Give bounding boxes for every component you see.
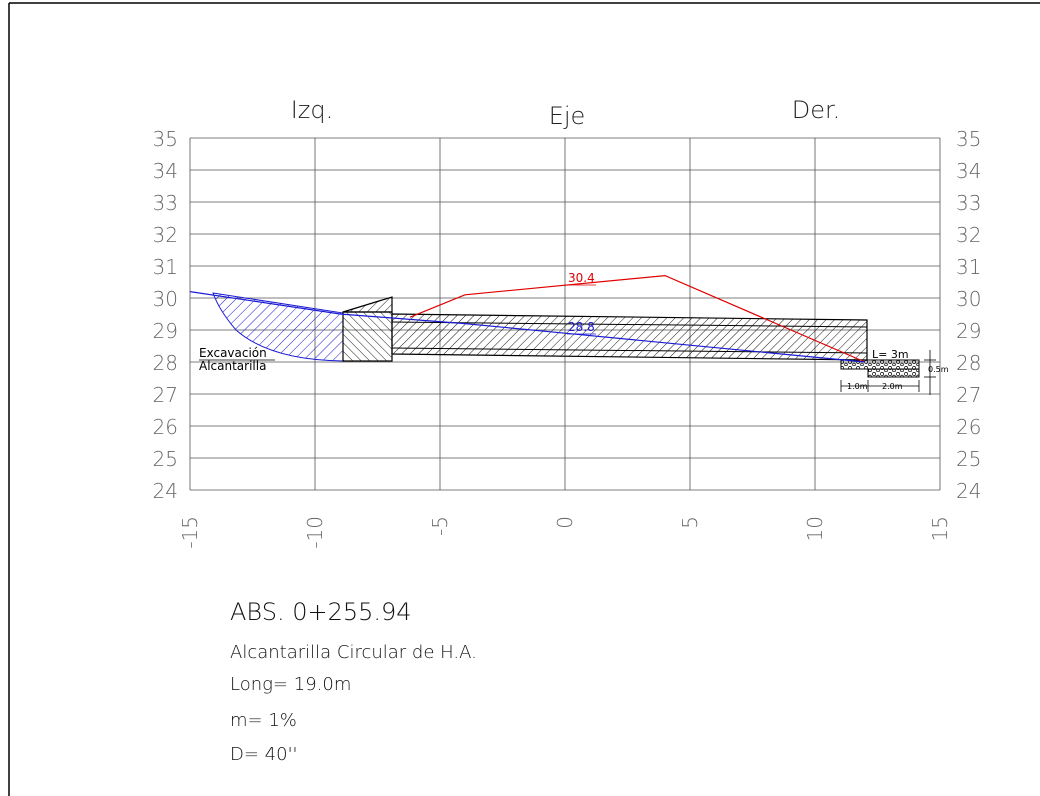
page-frame [8,2,1040,796]
header-left: Izq. [291,96,334,124]
dim-3-label: 0.5m [928,365,949,374]
x-tick-label: -5 [428,516,452,536]
y-tick-label-right: 27 [956,383,981,407]
y-tick-label-left: 28 [153,351,178,375]
length-info: Long= 19.0m [230,674,351,695]
dim-2-label: 2.0m [882,382,903,391]
y-axis-right: 35 34 33 32 31 30 29 28 27 26 25 24 [956,127,981,503]
x-tick-label: -15 [178,516,202,549]
diameter-info: D= 40'' [230,744,297,765]
y-tick-label-left: 35 [153,127,178,151]
x-tick-label: 5 [678,516,702,529]
grid [189,137,941,491]
y-tick-label-right: 31 [956,255,981,279]
red-terrain-line [409,274,866,363]
y-tick-label-right: 33 [956,191,981,215]
blue-terrain-line [189,291,866,363]
dim-1-label: 1.0m [847,382,868,391]
length-label: L= 3m [872,348,909,361]
dimension-marks [840,350,936,395]
y-tick-label-left: 26 [153,415,178,439]
y-tick-label-left: 24 [153,479,178,503]
x-tick-label: 10 [803,516,827,541]
y-tick-label-left: 30 [153,287,178,311]
y-axis-left: 35 34 33 32 31 30 29 28 27 26 25 24 [153,127,178,503]
terrain-lines [189,274,866,363]
y-tick-label-right: 28 [956,351,981,375]
y-tick-label-left: 29 [153,319,178,343]
y-tick-label-right: 32 [956,223,981,247]
x-axis: -15 -10 -5 0 5 10 15 [178,516,952,549]
y-tick-label-right: 30 [956,287,981,311]
excavation-label: Excavación [199,346,267,360]
y-tick-label-left: 31 [153,255,178,279]
left-headwall [342,296,393,362]
y-tick-label-left: 32 [153,223,178,247]
y-tick-label-left: 34 [153,159,178,183]
y-tick-label-left: 25 [153,447,178,471]
culvert-pipe [391,313,868,361]
header-right: Der. [792,96,841,124]
y-tick-label-right: 35 [956,127,981,151]
y-tick-label-right: 24 [956,479,981,503]
abs-label: ABS. 0+255.94 [230,598,412,626]
y-tick-label-right: 25 [956,447,981,471]
x-tick-label: 0 [553,516,577,529]
y-tick-label-left: 27 [153,383,178,407]
red-value-label: 30.4 [568,271,595,285]
description-label: Alcantarilla Circular de H.A. [230,642,477,663]
x-tick-label: 15 [928,516,952,541]
header-center: Eje [549,102,586,130]
y-tick-label-right: 26 [956,415,981,439]
slope-info: m= 1% [230,710,297,731]
y-tick-label-right: 29 [956,319,981,343]
outlet-apron [840,359,920,378]
x-tick-label: -10 [303,516,327,549]
blue-value-label: 28.8 [568,320,595,334]
y-tick-label-left: 33 [153,191,178,215]
y-tick-label-right: 34 [956,159,981,183]
culvert-label: Alcantarilla [199,359,266,373]
